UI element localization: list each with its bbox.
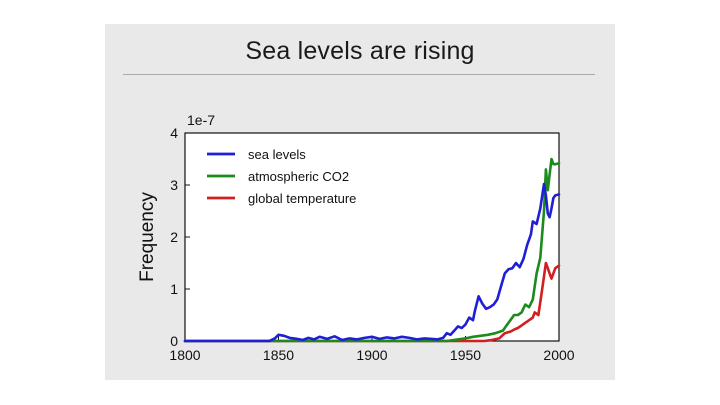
y-tick-label: 0 [170, 333, 178, 349]
plot-area [184, 132, 560, 342]
slide-title: Sea levels are rising [245, 37, 475, 65]
y-tick-label: 3 [170, 177, 178, 193]
slide: Sea levels are rising 1800 1850 1900 1950 20… [105, 24, 615, 380]
line-chart: 1800 1850 1900 1950 2000 0 1 2 3 4 1e-7 Frequency… [137, 112, 575, 363]
legend-label: sea levels [248, 147, 306, 162]
x-tick-label: 1850 [263, 347, 294, 363]
y-tick-label: 4 [170, 125, 178, 141]
legend-label: global temperature [248, 191, 356, 206]
x-tick-label: 1950 [450, 347, 481, 363]
series-line-atmospheric-co2 [183, 157, 561, 343]
y-tick-label: 2 [170, 229, 178, 245]
x-tick-label: 1900 [356, 347, 387, 363]
x-tick-label: 2000 [543, 347, 574, 363]
series-line-sea-levels [183, 182, 561, 343]
y-tick-label: 1 [170, 281, 178, 297]
title-divider [123, 74, 595, 75]
legend-label: atmospheric CO2 [248, 169, 349, 184]
y-scale-label: 1e-7 [187, 112, 215, 128]
y-axis-label: Frequency [137, 192, 158, 282]
series-line-global-temperature [183, 261, 561, 343]
x-tick-label: 1800 [169, 347, 200, 363]
